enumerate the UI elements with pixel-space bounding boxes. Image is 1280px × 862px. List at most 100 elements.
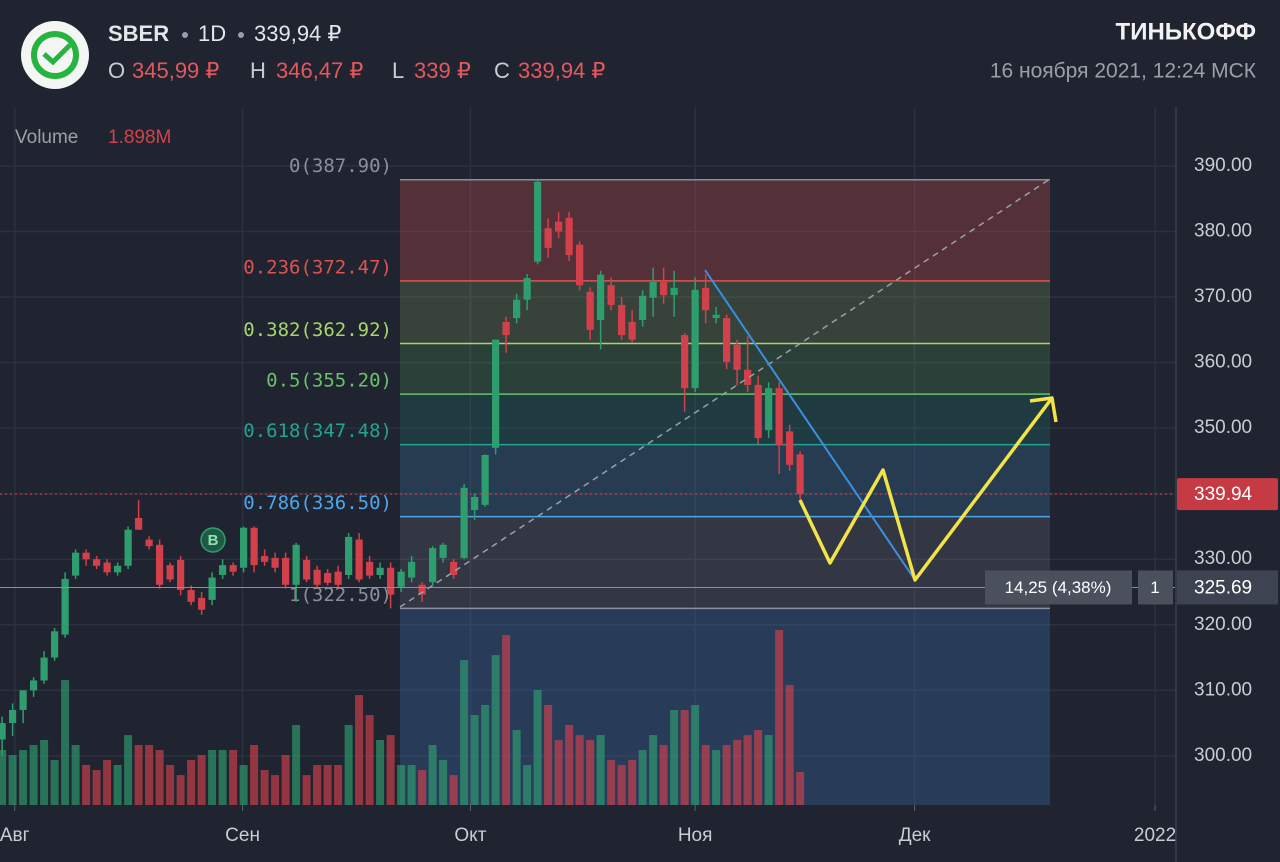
logo-ring (31, 31, 79, 79)
volume-bar (113, 764, 122, 805)
ohlc-value: 339,94 ₽ (518, 58, 605, 83)
y-tick-label: 360.00 (1194, 352, 1252, 373)
volume-bar (764, 735, 773, 805)
fib-label: 0.382(362.92) (243, 319, 392, 341)
time-axis-bg (0, 805, 1175, 862)
candle-body (355, 539, 363, 580)
trade-marker-label: B (208, 532, 219, 549)
volume-bar (208, 750, 217, 805)
candle-body (681, 335, 689, 389)
volume-bar (145, 744, 154, 805)
volume-bar (533, 690, 542, 805)
ohlc-key: H (250, 58, 266, 83)
candle-body (513, 299, 521, 319)
candle-body (72, 552, 80, 576)
volume-bar (365, 715, 374, 805)
interval: 1D (198, 21, 226, 46)
y-tick-label: 380.00 (1194, 221, 1252, 242)
volume-bar (617, 764, 626, 805)
candle-body (534, 181, 542, 262)
ticker: SBER (108, 21, 169, 46)
brand: ТИНЬКОФФ (1116, 18, 1256, 45)
candle-body (744, 369, 752, 385)
volume-label: Volume (15, 127, 78, 148)
candle-body (775, 388, 783, 446)
candle-body (366, 561, 374, 576)
candle-body (796, 454, 804, 495)
fib-trend-line (399, 178, 1051, 608)
volume-bar (239, 764, 248, 805)
volume-bar (743, 735, 752, 805)
header-bg (0, 0, 1280, 107)
y-tick-label: 390.00 (1194, 155, 1252, 176)
ohlc-key: O (108, 58, 125, 83)
volume-bar (460, 660, 469, 805)
candle-body (439, 544, 447, 558)
candle-body (30, 680, 38, 691)
volume-bar (491, 655, 500, 805)
volume-bar (796, 771, 805, 805)
trade-marker (200, 527, 226, 553)
candle-body (670, 287, 678, 296)
price: 339,94 ₽ (254, 21, 341, 46)
volume-bar (502, 635, 511, 805)
trend-line (704, 269, 916, 581)
volume-bar (733, 739, 742, 805)
volume-bar (50, 759, 59, 805)
volume-bar (292, 724, 301, 805)
volume-bar (355, 695, 364, 805)
volume-bar (712, 750, 721, 805)
ohlc-key: L (392, 58, 404, 83)
ohlc-value: 345,99 ₽ (132, 58, 219, 83)
fib-band (400, 516, 1050, 609)
volume-bar (586, 739, 595, 805)
plot: 0(387.90) 0.236(372.47) 0.382(362.92) 0.5(3… (0, 107, 1175, 805)
candle-body (712, 314, 720, 319)
candle-body (429, 548, 437, 583)
volume-bar (722, 744, 731, 805)
candle-body (576, 244, 584, 286)
volume-bar (565, 724, 574, 805)
candle-body (450, 561, 458, 575)
candle-body (166, 565, 174, 580)
y-tick-label: 350.00 (1194, 417, 1252, 438)
datetime: 16 ноября 2021, 12:24 МСК (990, 60, 1257, 83)
fib-label: 0.786(336.50) (243, 492, 392, 514)
separator (182, 32, 188, 38)
candle-body (135, 517, 143, 530)
candle-body (303, 559, 311, 580)
y-tick-label: 300.00 (1194, 745, 1252, 766)
candle-body (40, 657, 48, 681)
volume-bar (638, 750, 647, 805)
candle-body (523, 278, 531, 300)
candle-body (502, 321, 510, 336)
last-price-label: 339.94 (1194, 484, 1253, 505)
volume-bar (40, 739, 49, 805)
separator (238, 32, 244, 38)
candle-body (61, 578, 69, 635)
volume-bar (523, 764, 532, 805)
volume-bar (323, 764, 332, 805)
candle-body (229, 565, 237, 572)
forecast-path (798, 396, 1054, 582)
x-tick-label: 2022 (1134, 825, 1176, 846)
fib-band (400, 444, 1050, 517)
candle-body (628, 321, 636, 340)
cursor-label: 325.69 (1194, 577, 1252, 598)
volume-bar (19, 750, 28, 805)
candle-body (261, 555, 269, 562)
volume-bar (775, 630, 784, 805)
volume-bar (701, 744, 710, 805)
candle-body (103, 562, 111, 573)
candle-body (292, 544, 300, 585)
volume-last: 1.898M (108, 127, 171, 148)
candle-body (145, 539, 153, 547)
candle-body (156, 544, 164, 585)
volume-bar (785, 684, 794, 805)
candle-body (565, 217, 573, 256)
candle-body (187, 590, 195, 602)
volume-bar (61, 680, 70, 805)
candle-body (9, 709, 17, 724)
volume-bar (124, 735, 133, 805)
